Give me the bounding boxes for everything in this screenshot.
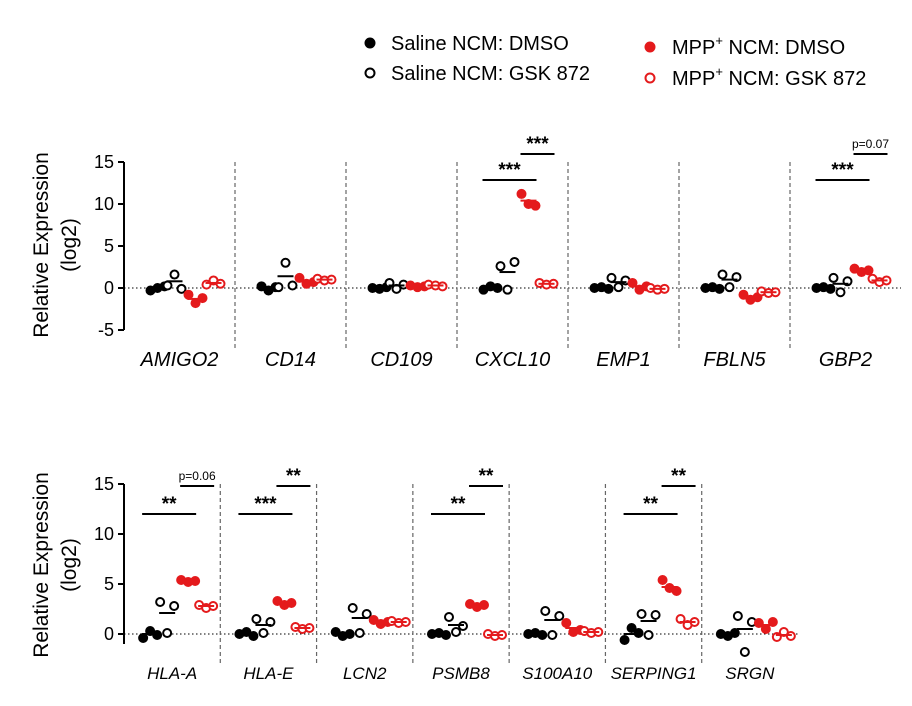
gene-label: HLA-E [243,664,294,683]
gene-label: SRGN [725,664,775,683]
data-point [606,272,617,283]
gene-label: SERPING1 [611,664,697,683]
data-point [626,623,637,633]
significance-label: *** [526,134,549,155]
y-tick-label: 10 [94,194,114,214]
data-point [273,282,284,293]
data-point [835,287,846,298]
data-point [347,603,358,613]
significance-label: ** [162,494,177,515]
chart-panel-top: -5 0 5 10 15 Relative Expression (log2) AMIGO2 C… [30,134,901,371]
legend-marker-filled-black [364,37,376,49]
legend-label: Saline NCM: GSK 872 [391,63,590,85]
data-point [287,280,298,291]
y-tick-label: -5 [98,320,114,340]
data-point [540,606,551,616]
y-tick-label: 5 [104,236,114,256]
gene-label: FBLN5 [703,349,766,371]
data-point [169,269,180,280]
data-point [613,282,624,293]
data-point [516,188,527,199]
data-point [251,614,262,624]
legend-label: Saline NCM: DMSO [391,33,569,55]
data-point [444,612,454,622]
data-point [554,611,565,621]
data-point [530,200,541,211]
gene-label: AMIGO2 [140,349,219,371]
data-point [561,618,572,628]
data-point [258,628,269,638]
significance-label: *** [254,494,277,515]
y-axis-label: Relative Expression [30,472,53,658]
significance-label: ** [286,466,301,487]
data-point [717,269,728,280]
y-tick-label: 0 [104,278,114,298]
y-tick-label: 10 [94,524,114,544]
data-point [451,627,461,637]
data-point [643,630,654,640]
significance-label: *** [498,160,521,181]
data-point [176,283,187,294]
gene-label: HLA-A [147,664,197,683]
data-point [162,628,173,638]
data-point [619,635,630,645]
data-point [724,282,735,293]
legend-item-saline-dmso: Saline NCM: DMSO [364,33,569,55]
data-point [155,597,166,607]
data-point [354,628,365,638]
data-point [169,601,180,611]
legend-marker-open-black [364,67,376,79]
legend-marker-open-red [644,72,656,84]
y-tick-label: 5 [104,574,114,594]
gene-label: GBP2 [819,349,872,371]
data-point [495,261,506,272]
data-point [636,609,647,619]
gene-label: CXCL10 [475,349,551,371]
y-tick-label: 15 [94,152,114,172]
gene-label: PSMB8 [432,664,490,683]
data-point [739,647,750,657]
legend-label: MPP+ NCM: GSK 872 [672,64,866,90]
legend-marker-filled-red [644,41,656,53]
significance-label: ** [451,494,466,515]
legend-item-saline-gsk872: Saline NCM: GSK 872 [364,63,590,85]
legend-item-mpp-gsk872: MPP+ NCM: GSK 872 [644,64,866,90]
gene-label: LCN2 [343,664,387,683]
gene-label: CD109 [370,349,432,371]
data-point [547,630,558,640]
legend-label: MPP+ NCM: DMSO [672,33,845,59]
data-point [280,257,291,268]
data-point [502,284,513,295]
data-point [138,633,149,643]
y-tick-label: 0 [104,624,114,644]
data-point [732,611,743,621]
p-value-label: p=0.06 [179,469,216,483]
gene-label: CD14 [265,349,316,371]
significance-label: *** [831,160,854,181]
data-point [361,609,372,619]
y-axis-label-units: (log2) [58,218,81,272]
gene-label: S100A10 [522,664,592,683]
legend: Saline NCM: DMSO Saline NCM: GSK 872 MPP… [364,33,866,90]
data-point [509,256,520,267]
data-point [671,586,682,596]
significance-label: ** [671,466,686,487]
data-point [183,289,194,300]
gene-label: EMP1 [596,349,650,371]
y-axis-label: Relative Expression [30,152,53,338]
data-point [828,272,839,283]
data-point [760,624,771,634]
data-point [162,280,173,291]
data-point [650,610,661,620]
significance-label: ** [643,494,658,515]
data-point [657,575,668,585]
significance-label: ** [479,466,494,487]
y-tick-label: 15 [94,474,114,494]
y-axis-label-units: (log2) [58,538,81,592]
p-value-label: p=0.07 [852,137,889,151]
legend-item-mpp-dmso: MPP+ NCM: DMSO [644,33,845,59]
